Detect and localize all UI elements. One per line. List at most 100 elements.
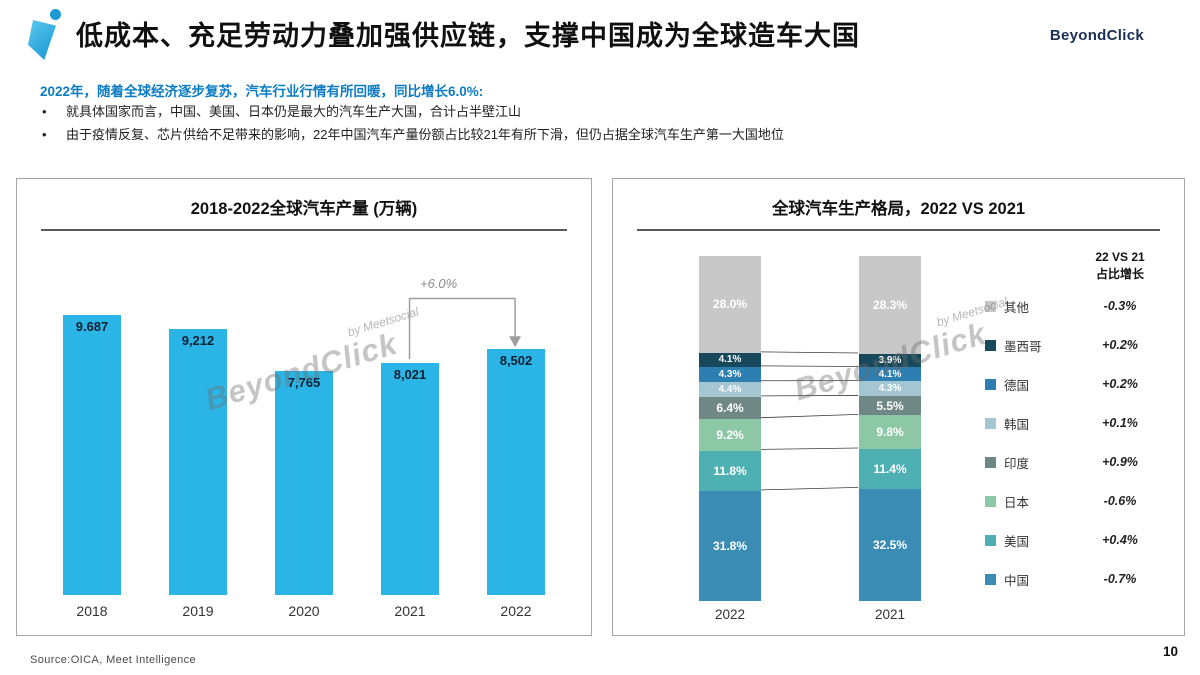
segment-美国-2021: 11.4% [859,449,921,489]
logo-dot [50,9,61,20]
stacked-bar-chart: 28.0% 4.1% 4.3% 4.4% 6.4% 9.2% 11.8% 31.8% 2022 2… [613,179,1184,635]
change-value-中国: -0.7% [1103,572,1137,586]
legend-item-其他: 其他 [985,297,1029,315]
legend-item-德国: 德国 [985,375,1029,393]
title-divider [41,229,567,231]
x-axis-label: 2022 [714,607,746,622]
segment-value-label: 11.8% [713,463,747,478]
change-value-其他: -0.3% [1103,299,1137,313]
change-header-line1: 22 VS 21 [1095,250,1145,264]
legend-item-印度: 印度 [985,453,1029,471]
legend-label: 墨西哥 [1004,339,1042,354]
segment-value-label: 4.4% [718,383,742,395]
segment-日本-2021: 9.8% [859,415,921,450]
legend-swatch [985,534,996,546]
change-value-美国: +0.4% [1102,533,1138,547]
segment-value-label: 5.5% [876,398,904,413]
segment-value-label: 28.0% [712,297,748,312]
segment-value-label: 6.4% [716,400,744,415]
x-axis-label: 2022 [500,603,532,619]
segment-value-label: 31.8% [712,539,748,554]
segment-韩国-2022: 4.4% [699,381,761,397]
logo-leaf [28,20,56,60]
segment-其他-2021: 28.3% [859,256,921,354]
legend-swatch [985,339,996,351]
bar-chart: 9.687 2018 9,212 2019 7,765 2020 8,021 2021 8,50… [39,273,569,619]
legend-label: 日本 [1004,495,1030,510]
change-header-line2: 占比增长 [1095,267,1144,281]
segment-德国-2021: 4.1% [859,367,921,382]
legend-swatch [985,378,996,390]
legend-label: 印度 [1004,456,1030,471]
bar-2022: 8,502 [487,349,545,595]
segment-中国-2021: 32.5% [859,488,921,601]
brand-wordmark: BeyondClick [1049,27,1144,44]
bullet-item-1: 就具体国家而言，中国、美国、日本仍是最大的汽车生产大国，合计占半壁江山 [38,100,1158,123]
legend-swatch [985,495,996,507]
page-title: 低成本、充足劳动力叠加强供应链，支撑中国成为全球造车大国 [76,21,860,51]
x-axis-label: 2019 [182,603,214,619]
change-value-日本: -0.6% [1103,494,1137,508]
right-chart-title: 全球汽车生产格局，2022 VS 2021 [771,200,1026,218]
segment-墨西哥-2022: 4.1% [699,352,761,367]
change-value-德国: +0.2% [1102,377,1138,391]
legend-label: 德国 [1004,378,1030,393]
bar-2018: 9.687 [63,315,121,595]
change-value-墨西哥: +0.2% [1102,338,1138,352]
segment-value-label: 32.5% [872,537,908,552]
production-volume-panel: 2018-2022全球汽车产量 (万辆) BeyondClick by Meet… [16,178,592,636]
growth-annotation: +6.0% [420,276,458,291]
bar-column-2021: 8,021 2021 [357,363,463,619]
source-note: Source:OICA, Meet Intelligence [30,654,197,666]
segment-墨西哥-2021: 3.9% [859,353,921,368]
change-value-韩国: +0.1% [1102,416,1138,430]
x-axis-label: 2020 [288,603,320,619]
bar-2021: 8,021 [381,363,439,595]
segment-日本-2022: 9.2% [699,418,761,451]
segment-印度-2022: 6.4% [699,396,761,419]
legend-swatch [985,456,996,468]
legend-item-美国: 美国 [985,531,1029,549]
bar-value-label: 9.687 [75,319,109,334]
segment-value-label: 4.3% [878,383,902,395]
stacked-bar-2021: 28.3% 3.9% 4.1% 4.3% 5.5% 9.8% 11.4% 32.5% [859,256,921,601]
bar-2019: 9,212 [169,329,227,595]
legend-label: 其他 [1004,300,1030,315]
bullet-list: 就具体国家而言，中国、美国、日本仍是最大的汽车生产大国，合计占半壁江山 由于疫情… [38,100,1158,146]
legend-item-日本: 日本 [985,492,1029,510]
segment-其他-2022: 28.0% [699,256,761,353]
legend-item-墨西哥: 墨西哥 [985,336,1042,354]
segment-value-label: 9.8% [876,425,904,440]
segment-value-label: 11.4% [873,461,907,476]
legend-swatch [985,417,996,429]
left-chart-title: 2018-2022全球汽车产量 (万辆) [190,200,418,218]
legend-item-中国: 中国 [985,570,1029,588]
legend-label: 中国 [1004,573,1030,588]
segment-value-label: 4.1% [718,354,742,366]
legend-item-韩国: 韩国 [985,414,1029,432]
legend-swatch [985,300,996,312]
bullet-item-2: 由于疫情反复、芯片供给不足带来的影响，22年中国汽车产量份额占比较21年有所下滑… [38,123,1158,146]
bar-value-label: 8,021 [393,367,427,382]
bar-column-2019: 9,212 2019 [145,329,251,619]
segment-美国-2022: 11.8% [699,450,761,492]
legend-label: 美国 [1004,534,1030,549]
x-axis-label: 2018 [76,603,108,619]
bar-column-2022: 8,502 2022 [463,349,569,619]
legend-label: 韩国 [1004,417,1030,432]
bar-value-label: 9,212 [181,333,215,348]
title-divider [637,229,1160,231]
segment-value-label: 4.3% [718,368,742,380]
segment-value-label: 3.9% [878,355,902,367]
segment-韩国-2021: 4.3% [859,381,921,397]
x-axis-label: 2021 [874,607,906,622]
segment-印度-2021: 5.5% [859,396,921,416]
legend-swatch [985,573,996,585]
bar-value-label: 7,765 [287,375,321,390]
stacked-bar-2022: 28.0% 4.1% 4.3% 4.4% 6.4% 9.2% 11.8% 31.8% [699,256,761,601]
intro-highlight: 2022年，随着全球经济逐步复苏，汽车行业行情有所回暖，同比增长6.0%: [40,84,484,99]
segment-value-label: 9.2% [716,427,744,442]
bar-value-label: 8,502 [499,353,533,368]
change-value-印度: +0.9% [1102,455,1138,469]
